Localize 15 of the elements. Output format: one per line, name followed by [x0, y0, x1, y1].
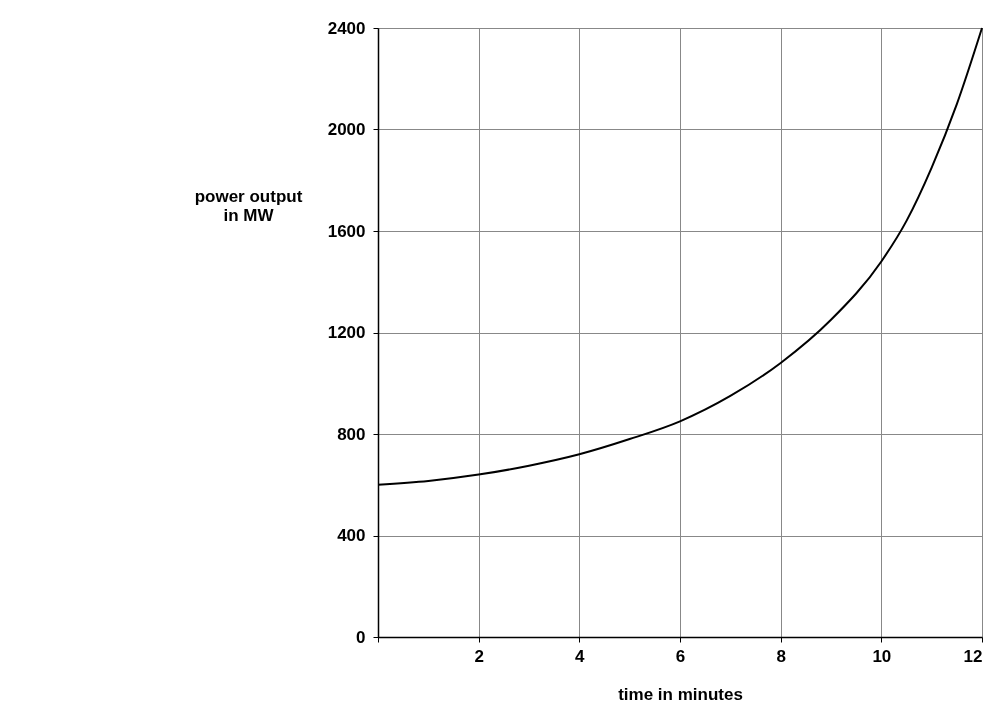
y-tick-label: 1600 [327, 221, 366, 241]
y-tick-label: 400 [337, 526, 366, 545]
y-tick-label: 1200 [327, 323, 366, 342]
y-tick-label: 800 [337, 424, 366, 444]
y-tick-label: 0 [356, 627, 366, 647]
x-tick-label: 4 [575, 646, 586, 666]
x-tick-label: 2 [474, 646, 484, 666]
y-axis-title: power output in MW [194, 186, 303, 225]
y-tick-label: 2000 [327, 120, 366, 139]
x-tick-label: 10 [872, 646, 892, 666]
x-tick-label: 6 [675, 646, 686, 666]
x-tick-label: 12 [963, 646, 983, 666]
y-tick-label: 2400 [327, 18, 366, 38]
x-tick-label: 8 [776, 646, 786, 666]
x-axis-title: time in minutes [618, 684, 743, 704]
